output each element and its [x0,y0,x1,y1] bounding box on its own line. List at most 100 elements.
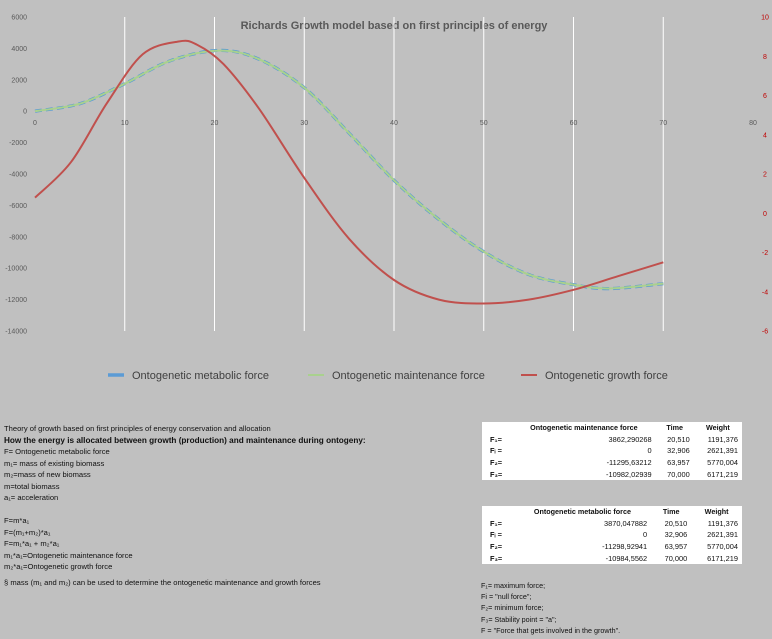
table-cell: 0 [647,446,652,456]
x-tick-label: 10 [121,120,129,127]
table-cell: 0 [643,530,648,540]
table-cell: 63,957 [667,458,690,468]
legend-label-1: Ontogenetic maintenance force [332,370,485,382]
table-row: F₁= 3862,290268 20,510 1191,376 [482,434,742,446]
y-tick-label: 0 [23,109,27,116]
y2-tick-label: 0 [763,211,767,218]
table-cell: 1191,376 [707,518,738,528]
table-cell: -10984,5562 [605,553,648,563]
theory-title: Theory of growth based on first principl… [4,424,271,433]
theory-line: F=m₁*a₁ + m₂*a₁ [4,539,60,548]
theory-line: m₂*a₁=Ontogenetic growth force [4,562,113,571]
table-cell: 70,000 [664,553,688,563]
theory-heading: How the energy is allocated between grow… [4,435,366,445]
x-axis: 0 10 20 30 40 50 60 70 80 [33,120,757,127]
table-row: Fᵢ = 0 32,906 2621,391 [482,529,742,541]
x-tick-label: 0 [33,120,37,127]
richards-growth-chart: Richards Growth model based on first pri… [5,15,769,383]
theory-line: m₂=mass of new biomass [4,470,91,479]
theory-line: m₁*a₁=Ontogenetic maintenance force [4,550,133,560]
y-tick-label: 6000 [11,15,27,22]
y-tick-label: 4000 [11,46,27,53]
y-tick-label: -2000 [9,140,27,147]
table-row: F₃= -10984,5562 70,000 6171,219 [482,552,742,564]
y-tick-label: 2000 [11,77,27,84]
theory-line: a₁= acceleration [4,493,59,502]
y-tick-label: -8000 [9,234,27,241]
theory-line: m₁= mass of existing biomass [4,458,105,468]
table-cell: -10982,02939 [606,469,652,479]
force-definitions: F₁= maximum force; Fi = "null force"; F₂= … [481,580,620,636]
table-cell: 6171,219 [707,553,738,563]
y2-tick-label: -2 [762,250,768,257]
table-row: F₂= -11298,92941 63,957 5770,004 [482,541,742,553]
table-cell: 5770,004 [707,542,738,552]
theory-text: Theory of growth based on first principl… [4,423,366,573]
y-tick-label: -10000 [5,266,27,273]
force-definition: Fi = "null force"; [481,592,532,602]
table-cell: -11298,92941 [602,542,648,552]
y2-tick-label: 6 [763,93,767,100]
table-cell: 6171,219 [707,469,738,479]
chart-legend: Ontogenetic metabolic force Ontogenetic m… [108,370,668,382]
series-line-1 [34,49,664,290]
table-cell: F₃= [490,469,503,479]
theory-lines: F= Ontogenetic metabolic force m₁= mass o… [4,446,366,573]
table-header: Time [666,423,683,433]
y2-tick-label: 10 [761,15,769,22]
table-header: Weight [705,423,730,433]
force-definition: F₃= Stability point = "a"; [481,614,557,624]
theory-line [4,504,366,516]
table-header: Time [662,507,680,517]
y2-tick-label: -4 [762,289,768,296]
table-cell: Fᵢ = [490,530,502,540]
table-cell: 3870,047882 [603,518,648,528]
y-tick-label: -4000 [9,172,27,179]
x-tick-label: 40 [390,120,398,127]
theory-footnote: § mass (m₁ and m₂) can be used to determ… [4,578,321,587]
table-cell: 3862,290268 [608,434,652,444]
table-header: Ontogenetic maintenance force [530,423,638,433]
grid-lines [124,17,664,331]
force-definition: F₁= maximum force; [481,581,546,590]
table-cell: 32,906 [667,446,690,456]
series-lines [34,39,664,305]
y2-tick-label: 4 [763,132,767,139]
theory-line: m=total biomass [4,481,60,491]
x-tick-label: 30 [300,120,308,127]
x-tick-label: 80 [749,120,757,127]
maintenance-force-table: Ontogenetic maintenance force Time Weight F… [482,422,742,480]
table-cell: F₁= [490,518,502,528]
force-definition: F = "Force that gets involved in the gro… [481,625,621,635]
table-header: Ontogenetic metabolic force [533,507,631,517]
legend-label-0: Ontogenetic metabolic force [132,370,269,382]
table-cell: 1191,376 [707,434,738,444]
table-cell: 20,510 [667,434,690,444]
y2-tick-label: 2 [763,172,767,179]
table-cell: 5770,004 [707,458,738,468]
x-tick-label: 50 [480,120,488,127]
x-tick-label: 20 [211,120,219,127]
y2-tick-label: -6 [762,329,768,336]
metabolic-force-table: Ontogenetic metabolic force Time Weight F₁=… [482,506,742,564]
force-definition: F₂= minimum force; [481,603,544,613]
series-line-0 [34,48,664,291]
series-line-2 [34,39,664,305]
y-axis-left: 6000 4000 2000 0 -2000 -4000 -6000 -8000 -10000 -… [5,15,27,336]
table-header: Weight [704,507,729,517]
theory-line: F=(m₁+m₂)*a₁ [4,527,51,537]
table-cell: F₃= [490,553,503,563]
y-axis-right: 10 8 6 4 2 0 -2 -4 -6 [761,15,769,336]
legend-label-2: Ontogenetic growth force [545,370,668,382]
table-cell: 70,000 [667,469,690,479]
table-header [482,506,514,518]
table-cell: F₂= [490,542,503,552]
table-cell: F₁= [490,434,502,444]
table-cell: 2621,391 [707,446,738,456]
table-header [482,422,512,434]
theory-line: F= Ontogenetic metabolic force [4,447,110,456]
table-cell: F₂= [490,458,503,468]
y-tick-label: -6000 [9,203,27,210]
y-tick-label: -12000 [5,297,27,304]
y2-tick-label: 8 [763,54,767,61]
